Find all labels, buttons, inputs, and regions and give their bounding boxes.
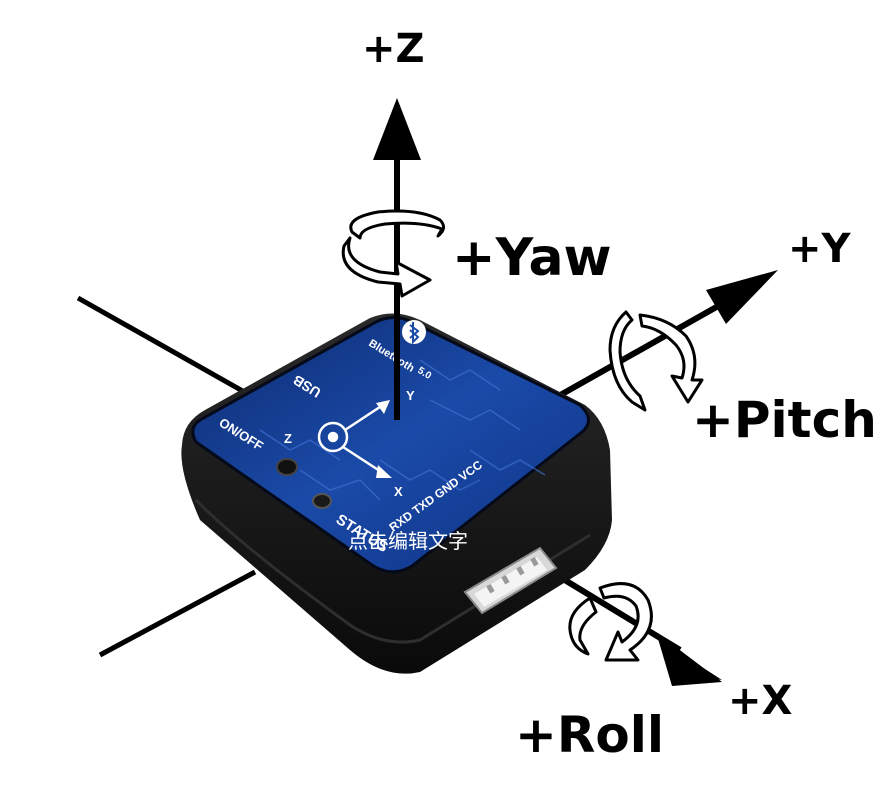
- board-y-arrowhead: [376, 400, 390, 414]
- board-axis-y-label: Y: [406, 388, 415, 403]
- board-axis-marker: [317, 403, 384, 475]
- circuit-traces: [259, 359, 546, 501]
- roll-label: +Roll: [515, 706, 664, 764]
- roll-rotation-arrow-icon: [568, 582, 653, 662]
- edit-text-overlay[interactable]: 点击编辑文字: [348, 529, 468, 553]
- board-x-arrowhead: [376, 465, 392, 478]
- x-axis-negative-line: [98, 569, 257, 658]
- status-led: [312, 493, 332, 509]
- yaw-label: +Yaw: [452, 228, 612, 288]
- z-axis-arrowhead: [373, 98, 421, 160]
- z-axis-label: +Z: [362, 26, 425, 72]
- board-axis-z-label: Z: [284, 431, 292, 446]
- y-axis-positive-line: [553, 302, 722, 401]
- y-axis-label: +Y: [788, 226, 852, 272]
- bluetooth-rune-icon: [409, 322, 420, 345]
- yaw-rotation-arrow-icon: [341, 209, 445, 298]
- imu-device: Bluetooth 5.0 USB ON/OFF STATUS RXD TXD …: [181, 313, 612, 674]
- y-axis-arrowhead: [706, 270, 778, 324]
- board-axis-x-label: X: [394, 484, 403, 499]
- pitch-label: +Pitch: [692, 391, 877, 449]
- x-axis-arrowhead-fill: [656, 632, 722, 686]
- x-axis-label: +X: [728, 678, 793, 724]
- y-axis-negative-line: [76, 295, 257, 401]
- on-off-button: [276, 458, 298, 476]
- pin-connector: [463, 546, 558, 615]
- device-case-rim: [194, 498, 591, 644]
- pitch-rotation-arrow-icon: [608, 310, 704, 412]
